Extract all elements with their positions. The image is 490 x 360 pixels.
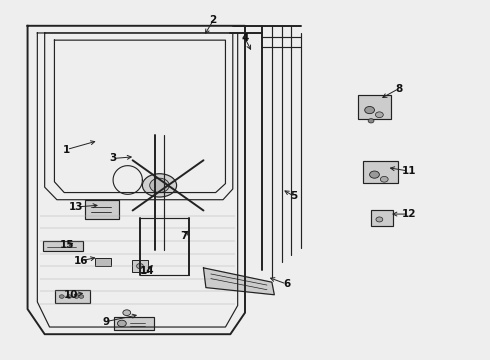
Text: 13: 13 <box>69 202 84 212</box>
Ellipse shape <box>143 174 176 197</box>
Circle shape <box>67 295 72 298</box>
Text: 9: 9 <box>102 317 109 327</box>
Text: 3: 3 <box>109 153 117 163</box>
Ellipse shape <box>150 178 169 193</box>
Text: 7: 7 <box>180 231 188 240</box>
FancyBboxPatch shape <box>358 95 391 119</box>
FancyBboxPatch shape <box>55 290 90 303</box>
Text: 12: 12 <box>401 209 416 219</box>
Polygon shape <box>203 268 274 295</box>
Circle shape <box>118 320 126 327</box>
Text: 10: 10 <box>64 290 79 300</box>
FancyBboxPatch shape <box>363 161 398 183</box>
Circle shape <box>123 310 131 316</box>
FancyBboxPatch shape <box>370 210 393 226</box>
FancyBboxPatch shape <box>85 201 120 219</box>
Circle shape <box>74 295 79 298</box>
Circle shape <box>375 112 383 118</box>
FancyBboxPatch shape <box>132 260 148 272</box>
Text: 14: 14 <box>140 266 154 276</box>
FancyBboxPatch shape <box>43 241 83 251</box>
Circle shape <box>369 171 379 178</box>
Text: 6: 6 <box>283 279 290 289</box>
Text: 4: 4 <box>241 33 249 43</box>
Text: 1: 1 <box>63 144 70 154</box>
Circle shape <box>365 107 374 114</box>
Text: 16: 16 <box>74 256 89 266</box>
Circle shape <box>368 119 374 123</box>
Circle shape <box>380 176 388 182</box>
Text: 11: 11 <box>401 166 416 176</box>
FancyBboxPatch shape <box>114 317 154 330</box>
Circle shape <box>376 217 383 222</box>
Text: 8: 8 <box>395 84 403 94</box>
Circle shape <box>137 264 144 269</box>
FancyBboxPatch shape <box>95 258 111 266</box>
Text: 2: 2 <box>210 15 217 26</box>
Text: 5: 5 <box>290 191 297 201</box>
Circle shape <box>59 295 64 298</box>
Text: 15: 15 <box>59 239 74 249</box>
Circle shape <box>79 295 84 298</box>
